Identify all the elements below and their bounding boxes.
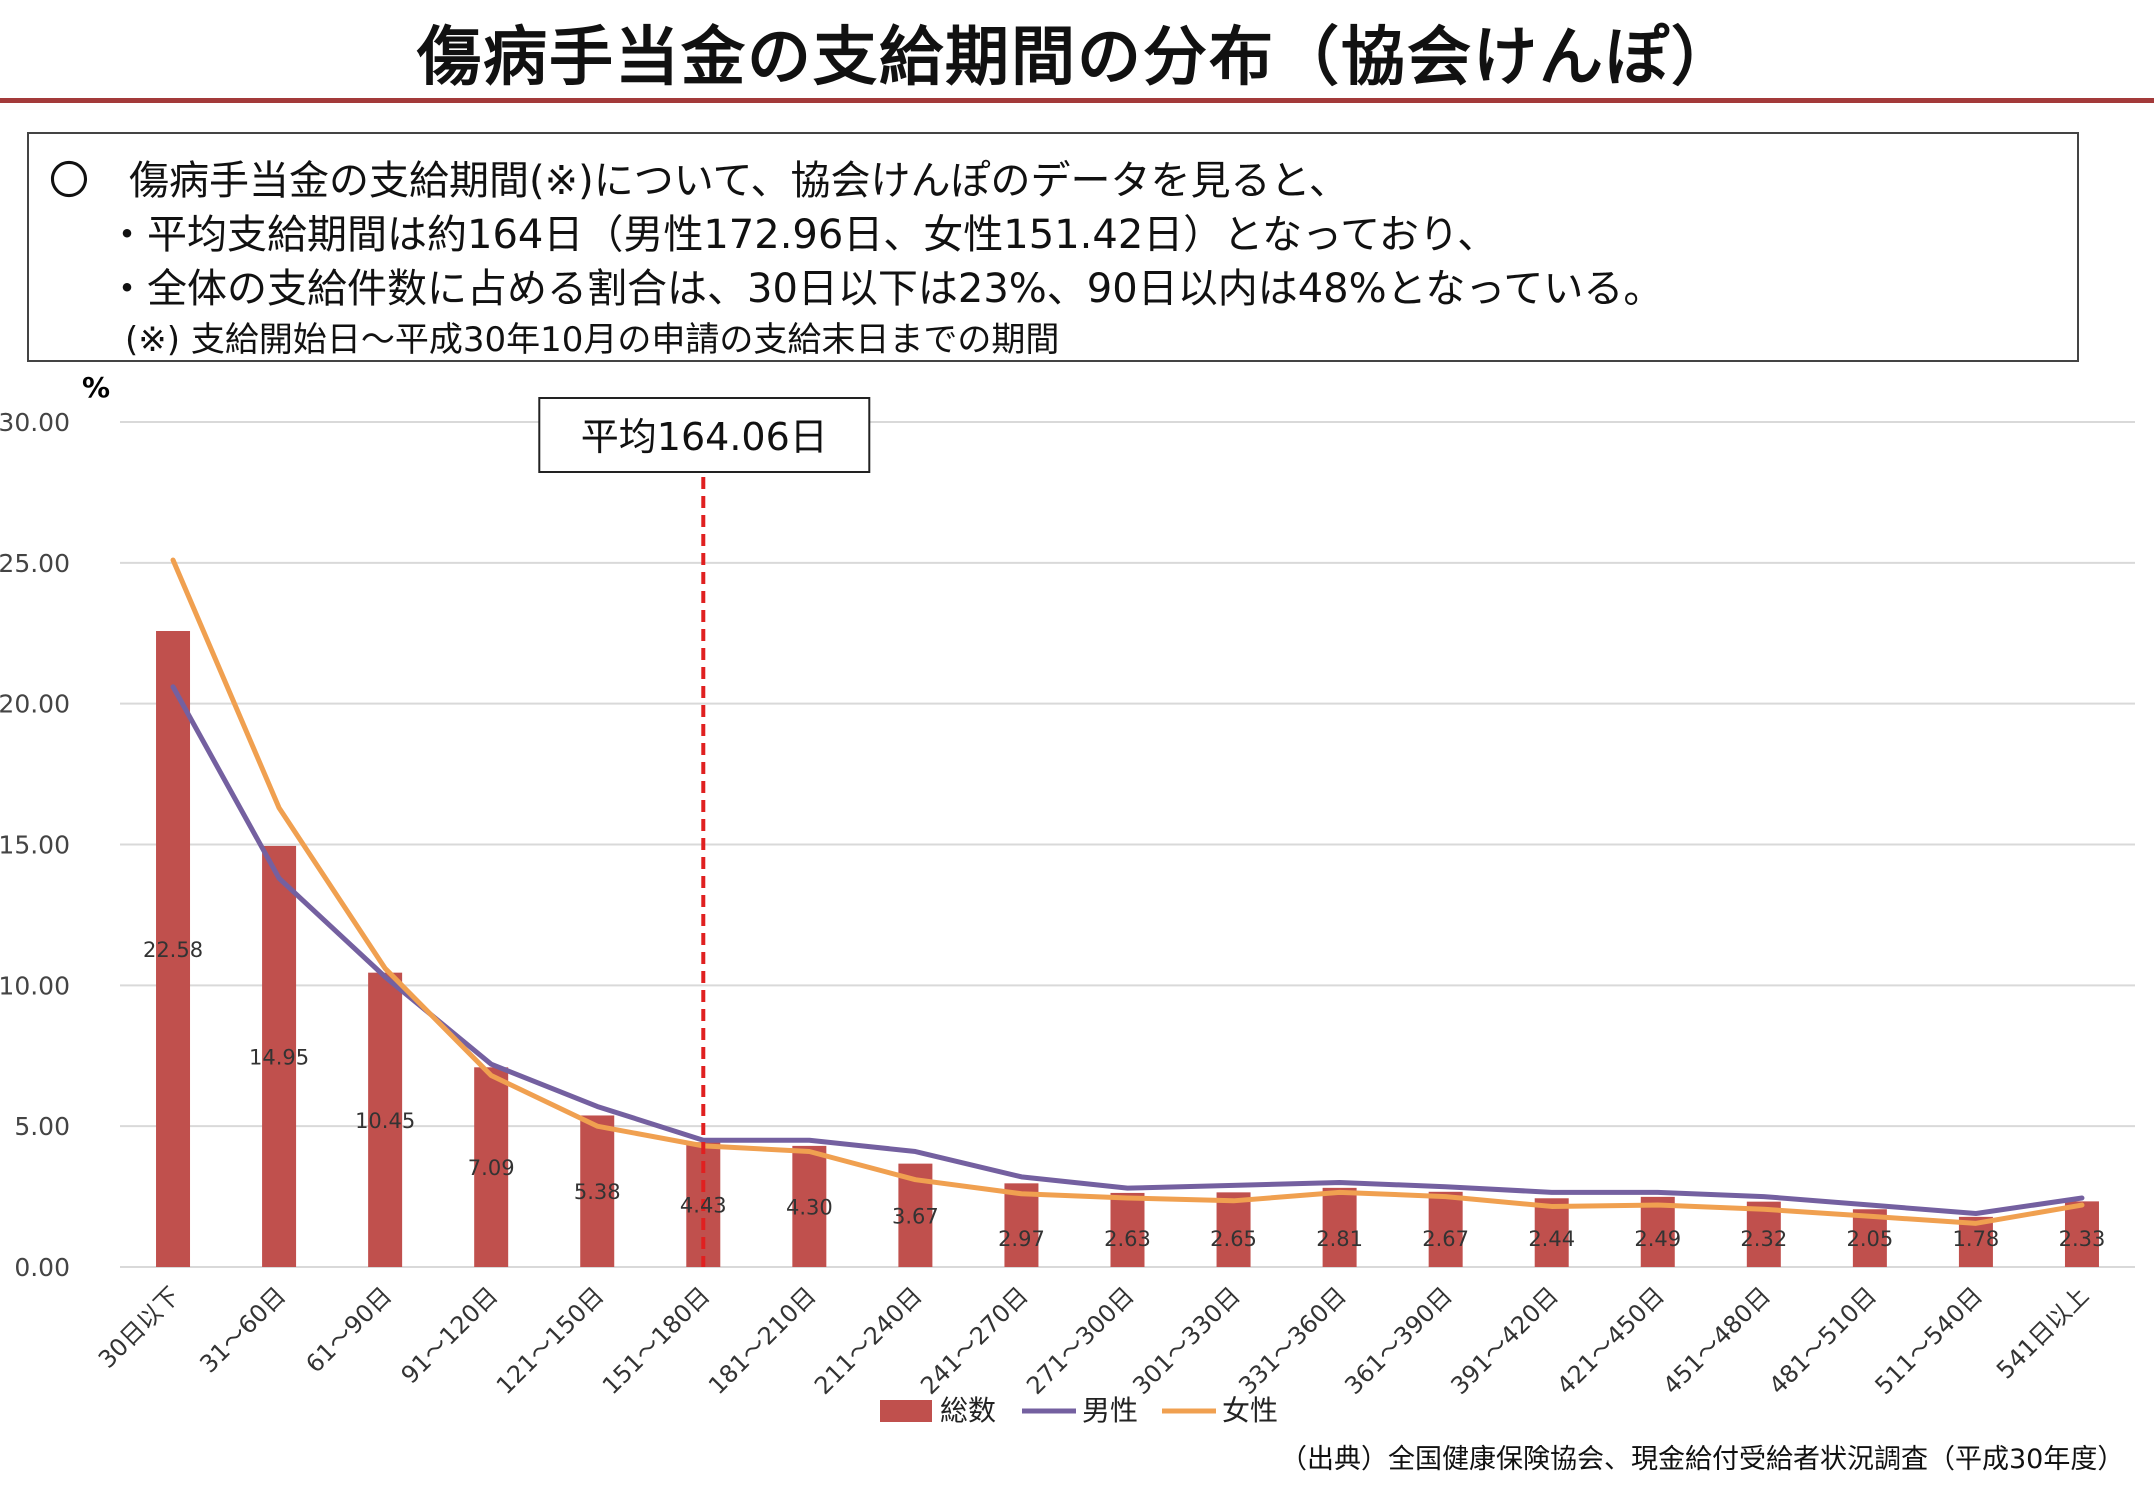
- bar-total: [2064, 1201, 2099, 1267]
- bars-total: [156, 630, 2099, 1267]
- bar-total: [262, 845, 297, 1267]
- x-tick-label: 61～90日: [300, 1281, 397, 1378]
- bar-data-label: 2.33: [2059, 1227, 2106, 1251]
- x-tick-label: 391～420日: [1445, 1281, 1564, 1400]
- x-tick-label: 30日以下: [93, 1281, 185, 1373]
- y-axis-label: %: [82, 371, 110, 404]
- average-label: 平均164.06日: [581, 415, 828, 459]
- legend-label-male: 男性: [1082, 1394, 1138, 1427]
- legend: 総数 男性 女性: [880, 1394, 1278, 1427]
- bar-total: [368, 972, 403, 1267]
- x-tick-label: 121～150日: [491, 1281, 610, 1400]
- bar-total: [1640, 1196, 1675, 1267]
- bar-data-label: 3.67: [892, 1204, 939, 1228]
- x-tick-label: 181～210日: [703, 1281, 822, 1400]
- bar-data-labels: 22.58 14.95 10.45 7.09 5.38 4.43 4.30 3.67 2.97 2…: [143, 938, 2105, 1251]
- page-title: 傷病手当金の支給期間の分布（協会けんぽ）: [417, 21, 1737, 95]
- x-tick-label: 211～240日: [809, 1281, 928, 1400]
- bar-data-label: 2.81: [1316, 1227, 1363, 1251]
- bar-data-label: 22.58: [143, 938, 203, 962]
- bar-data-label: 14.95: [249, 1045, 309, 1069]
- bar-data-label: 2.63: [1104, 1227, 1151, 1251]
- legend-swatch-total: [880, 1400, 932, 1422]
- summary-note: (※) 支給開始日～平成30年10月の申請の支給末日までの期間: [125, 320, 1060, 360]
- summary-line-3: ・全体の支給件数に占める割合は、30日以下は23%、90日以内は48%となってい…: [107, 266, 1664, 312]
- average-marker: 平均164.06日: [538, 397, 871, 1267]
- bar-total: [1322, 1187, 1357, 1267]
- y-tick-label: 20.00: [0, 690, 70, 719]
- bar-data-label: 2.67: [1422, 1227, 1469, 1251]
- y-tick-label: 5.00: [14, 1112, 70, 1141]
- title-underline: [0, 98, 2154, 103]
- x-tick-label: 511～540日: [1870, 1281, 1989, 1400]
- bar-total: [1534, 1198, 1569, 1267]
- x-tick-label: 271～300日: [1021, 1281, 1140, 1400]
- x-tick-label: 481～510日: [1764, 1281, 1883, 1400]
- line-male-path: [170, 684, 2085, 1216]
- y-tick-label: 25.00: [0, 549, 70, 578]
- y-tick-label: 30.00: [0, 408, 70, 437]
- legend-label-total: 総数: [940, 1394, 996, 1427]
- bar-data-label: 7.09: [468, 1156, 515, 1180]
- bar-data-label: 2.05: [1846, 1227, 1893, 1251]
- bar-total: [474, 1067, 509, 1267]
- bar-total: [1746, 1201, 1781, 1267]
- y-axis-ticks: 0.00 5.00 10.00 15.00 20.00 25.00 30.00: [0, 408, 70, 1282]
- y-tick-label: 15.00: [0, 831, 70, 860]
- bar-data-label: 5.38: [574, 1180, 621, 1204]
- line-female: [170, 557, 2085, 1226]
- bar-data-label: 2.97: [998, 1227, 1045, 1251]
- x-tick-label: 151～180日: [597, 1281, 716, 1400]
- x-tick-label: 541日以上: [1991, 1281, 2094, 1384]
- bar-total: [1004, 1183, 1039, 1267]
- bar-data-label: 4.43: [680, 1194, 727, 1218]
- line-female-path: [170, 557, 2085, 1226]
- bar-data-label: 1.78: [1953, 1227, 2000, 1251]
- summary-line-2: ・平均支給期間は約164日（男性172.96日、女性151.42日）となっており…: [107, 212, 1498, 258]
- legend-label-female: 女性: [1222, 1394, 1278, 1427]
- x-tick-label: 91～120日: [396, 1281, 504, 1389]
- gridlines: [120, 421, 2135, 1268]
- bar-data-label: 4.30: [786, 1195, 833, 1219]
- bar-total: [580, 1115, 615, 1267]
- bar-total: [1428, 1191, 1463, 1267]
- line-male: [170, 684, 2085, 1216]
- bar-total: [1110, 1192, 1145, 1267]
- x-tick-label: 361～390日: [1339, 1281, 1458, 1400]
- x-axis-ticks: 30日以下 31～60日 61～90日91～120日121～150日151～180日…: [93, 1281, 2094, 1400]
- y-tick-label: 10.00: [0, 971, 70, 1000]
- bar-data-label: 2.44: [1528, 1227, 1575, 1251]
- bar-data-label: 2.65: [1210, 1227, 1257, 1251]
- y-tick-label: 0.00: [14, 1253, 70, 1282]
- x-tick-label: 331～360日: [1233, 1281, 1352, 1400]
- bar-total: [1216, 1192, 1251, 1267]
- source-note: （出典）全国健康保険協会、現金給付受給者状況調査（平成30年度）: [1280, 1444, 2125, 1475]
- x-tick-label: 301～330日: [1127, 1281, 1246, 1400]
- x-tick-label: 31～60日: [194, 1281, 291, 1378]
- x-tick-label: 421～450日: [1551, 1281, 1670, 1400]
- bar-data-label: 10.45: [355, 1109, 415, 1133]
- x-tick-label: 241～270日: [915, 1281, 1034, 1400]
- summary-line-1: 〇 傷病手当金の支給期間(※)について、協会けんぽのデータを見ると、: [49, 158, 1349, 204]
- summary-box: 〇 傷病手当金の支給期間(※)について、協会けんぽのデータを見ると、 ・平均支給…: [27, 132, 2079, 362]
- average-label-box: [538, 397, 871, 473]
- bar-total: [792, 1145, 827, 1267]
- x-tick-label: 451～480日: [1658, 1281, 1777, 1400]
- bar-data-label: 2.49: [1634, 1227, 1681, 1251]
- bar-data-label: 2.32: [1740, 1227, 1787, 1251]
- distribution-chart: 0.00 5.00 10.00 15.00 20.00 25.00 30.00 % 平均16…: [0, 371, 2135, 1427]
- bar-total: [156, 630, 191, 1267]
